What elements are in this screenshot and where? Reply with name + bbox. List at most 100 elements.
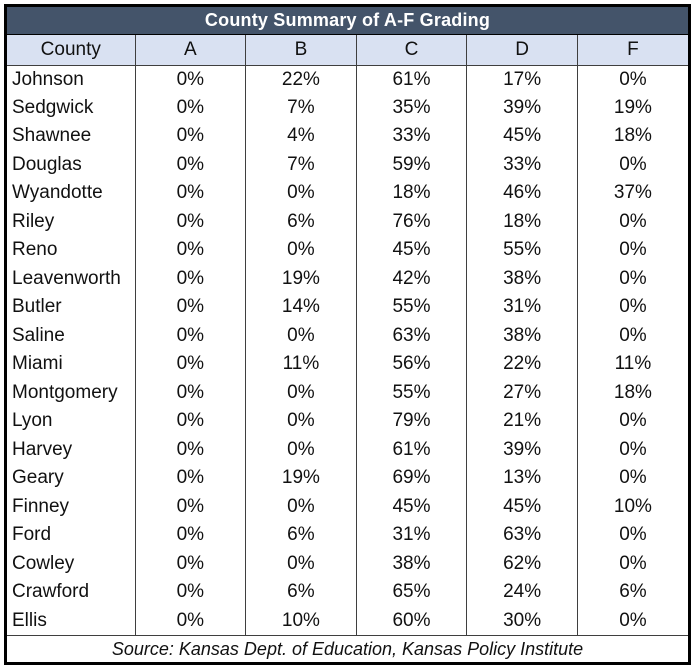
value-cell: 0% (576, 150, 688, 179)
value-cell: 55% (466, 236, 578, 265)
value-cell: 45% (466, 492, 578, 521)
value-cell: 0% (576, 65, 688, 94)
value-cell: 0% (245, 549, 357, 578)
value-cell: 18% (576, 122, 688, 151)
source-note: Source: Kansas Dept. of Education, Kansa… (111, 638, 584, 659)
county-cell: Riley (7, 207, 136, 236)
value-cell: 0% (576, 606, 688, 635)
value-cell: 0% (245, 378, 357, 407)
value-cell: 59% (355, 150, 467, 179)
county-cell: Reno (7, 236, 136, 265)
value-cell: 19% (576, 93, 688, 122)
value-cell: 10% (245, 606, 357, 635)
value-cell: 0% (134, 578, 246, 607)
value-cell: 24% (466, 578, 578, 607)
value-cell: 22% (245, 65, 357, 94)
value-cell: 0% (245, 321, 357, 350)
value-cell: 0% (134, 378, 246, 407)
value-cell: 22% (466, 350, 578, 379)
value-cell: 27% (466, 378, 578, 407)
value-cell: 4% (245, 122, 357, 151)
value-cell: 7% (245, 93, 357, 122)
value-cell: 0% (134, 521, 246, 550)
value-cell: 46% (466, 179, 578, 208)
value-cell: 0% (576, 207, 688, 236)
county-cell: Finney (7, 492, 136, 521)
value-cell: 33% (466, 150, 578, 179)
value-cell: 11% (576, 350, 688, 379)
value-cell: 60% (355, 606, 467, 635)
value-cell: 39% (466, 93, 578, 122)
column-header-county: County (7, 35, 136, 66)
value-cell: 61% (355, 435, 467, 464)
value-cell: 62% (466, 549, 578, 578)
value-cell: 13% (466, 464, 578, 493)
value-cell: 0% (245, 435, 357, 464)
value-cell: 0% (134, 407, 246, 436)
value-cell: 37% (576, 179, 688, 208)
table-row: Shawnee 0% 4% 33% 45% 18% (7, 122, 688, 151)
county-cell: Saline (7, 321, 136, 350)
table-row: Geary 0% 19% 69% 13% 0% (7, 464, 688, 493)
value-cell: 31% (355, 521, 467, 550)
table-row: Ellis 0% 10% 60% 30% 0% (7, 606, 688, 635)
value-cell: 0% (576, 236, 688, 265)
table-row: Johnson 0% 22% 61% 17% 0% (7, 65, 688, 94)
county-cell: Shawnee (7, 122, 136, 151)
value-cell: 65% (355, 578, 467, 607)
value-cell: 63% (466, 521, 578, 550)
county-cell: Johnson (7, 65, 136, 94)
county-cell: Harvey (7, 435, 136, 464)
value-cell: 0% (134, 549, 246, 578)
value-cell: 63% (355, 321, 467, 350)
value-cell: 55% (355, 378, 467, 407)
table-row: Harvey 0% 0% 61% 39% 0% (7, 435, 688, 464)
value-cell: 0% (245, 179, 357, 208)
county-cell: Cowley (7, 549, 136, 578)
county-cell: Miami (7, 350, 136, 379)
value-cell: 38% (466, 321, 578, 350)
value-cell: 0% (134, 435, 246, 464)
value-cell: 45% (355, 492, 467, 521)
value-cell: 14% (245, 293, 357, 322)
column-header-grade-d: D (466, 35, 578, 66)
table-row: Lyon 0% 0% 79% 21% 0% (7, 407, 688, 436)
county-cell: Geary (7, 464, 136, 493)
value-cell: 0% (134, 179, 246, 208)
value-cell: 0% (245, 236, 357, 265)
column-header-grade-c: C (355, 35, 467, 66)
value-cell: 19% (245, 464, 357, 493)
county-cell: Ellis (7, 606, 136, 635)
county-cell: Lyon (7, 407, 136, 436)
value-cell: 0% (576, 321, 688, 350)
value-cell: 0% (134, 93, 246, 122)
county-cell: Leavenworth (7, 264, 136, 293)
table-row: Sedgwick 0% 7% 35% 39% 19% (7, 93, 688, 122)
table-row: Riley 0% 6% 76% 18% 0% (7, 207, 688, 236)
value-cell: 0% (134, 122, 246, 151)
value-cell: 33% (355, 122, 467, 151)
value-cell: 0% (134, 150, 246, 179)
value-cell: 0% (134, 264, 246, 293)
county-cell: Montgomery (7, 378, 136, 407)
value-cell: 11% (245, 350, 357, 379)
table-row: Finney 0% 0% 45% 45% 10% (7, 492, 688, 521)
value-cell: 17% (466, 65, 578, 94)
table-footer-bar: Source: Kansas Dept. of Education, Kansa… (7, 635, 688, 662)
value-cell: 10% (576, 492, 688, 521)
value-cell: 79% (355, 407, 467, 436)
table-title: County Summary of A-F Grading (204, 10, 491, 30)
value-cell: 0% (134, 65, 246, 94)
grades-table: County A B C D F Johnson 0% 22% 61% 17% 0% Sedgwick… (7, 35, 688, 635)
value-cell: 0% (134, 293, 246, 322)
value-cell: 0% (576, 549, 688, 578)
table-row: Crawford 0% 6% 65% 24% 6% (7, 578, 688, 607)
value-cell: 19% (245, 264, 357, 293)
table-row: Miami 0% 11% 56% 22% 11% (7, 350, 688, 379)
value-cell: 39% (466, 435, 578, 464)
value-cell: 38% (466, 264, 578, 293)
value-cell: 42% (355, 264, 467, 293)
value-cell: 0% (134, 464, 246, 493)
value-cell: 0% (576, 521, 688, 550)
value-cell: 18% (466, 207, 578, 236)
